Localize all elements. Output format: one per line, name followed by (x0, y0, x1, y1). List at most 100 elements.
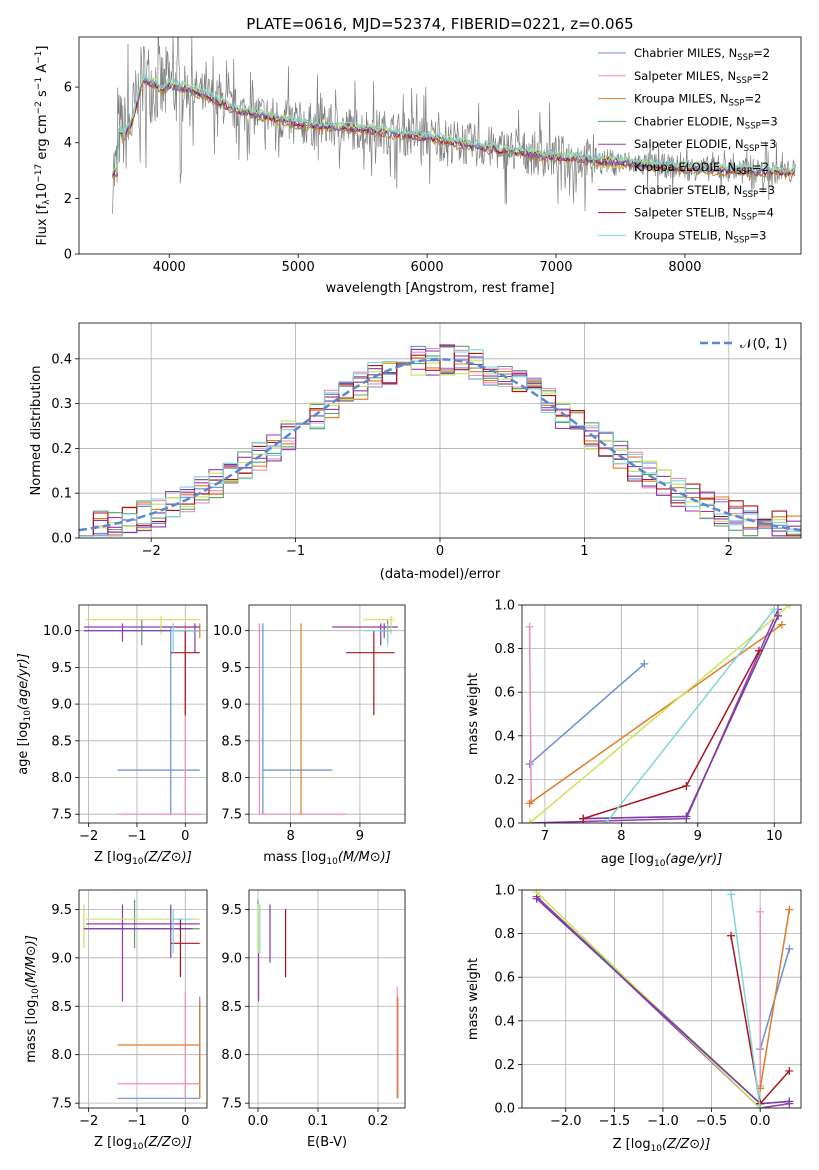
model-krou_stelib (112, 72, 796, 173)
x-axis-label: age [log10(age/yr)] (601, 852, 723, 869)
x-tick-label: 8000 (668, 260, 701, 275)
y-axis-label: mass weight (466, 958, 481, 1040)
axes-frame (78, 889, 208, 1109)
y-tick-label: 0 (64, 248, 72, 263)
normal-curve (79, 358, 801, 532)
x-axis-label: (data-model)/error (380, 567, 501, 582)
chart-weight_vs_Z: −2.0 −1.5 −1.0 −0.5 0.0 0.0 0.2 0.4 0.6 0.8 1.0 Z [… (466, 884, 802, 1154)
legend-label: Salpeter STELIB, NSSP=4 (634, 206, 774, 223)
series-chab_miles (525, 659, 649, 769)
data-point (777, 620, 786, 629)
legend-label: Kroupa MILES, NSSP=2 (634, 92, 761, 109)
errorbar-chab_miles (117, 627, 200, 815)
x-tick-label: −1.5 (599, 1114, 631, 1129)
y-tick-label: 0.0 (494, 1102, 515, 1117)
data-point (770, 605, 779, 614)
legend-item: Chabrier STELIB, NSSP=3 (598, 183, 775, 200)
errorbar-krou_elodie (83, 904, 200, 949)
errorbar-salp_stelib (346, 630, 395, 716)
errorbar-chab_elodie (83, 619, 200, 646)
y-tick-label: 9.5 (51, 661, 72, 676)
x-tick-label: −1 (127, 1114, 146, 1129)
y-axis-label: mass [log10(M/M⊙)] (24, 935, 41, 1063)
legend-item: Kroupa ELODIE, NSSP=2 (598, 160, 769, 177)
chart-mass_vs_Z: −2 −1 0 7.5 8.0 8.5 9.0 9.5 Z [log10(Z/Z⊙)] mass … (24, 889, 208, 1152)
x-tick-label: 6000 (411, 260, 444, 275)
y-tick-label: 1.0 (494, 884, 515, 899)
legend-label: 𝒩(0, 1) (740, 337, 787, 352)
x-tick-label: −2 (79, 1114, 98, 1129)
axes-frame (78, 322, 802, 539)
y-tick-label: 9.0 (51, 698, 72, 713)
y-tick-label: 0.4 (494, 1014, 515, 1029)
y-axis-label: Normed distribution (29, 366, 44, 496)
x-tick-label: 9 (694, 829, 702, 844)
data-point (785, 1066, 794, 1075)
axes-frame (78, 604, 208, 824)
series-line (529, 623, 783, 805)
chart-residuals: −2 −1 0 1 2 0.0 0.1 0.2 0.3 0.4 (data-model)/error… (29, 322, 802, 582)
chart-spectrum: 4000 5000 6000 7000 8000 0 2 4 6 wavelength [Angs… (34, 36, 802, 296)
data-point (525, 760, 534, 769)
errorbar-salp_elodie (83, 623, 200, 642)
y-tick-label: 0.0 (494, 817, 515, 832)
y-tick-label: 8.5 (51, 734, 72, 749)
y-tick-label: 8.0 (221, 1048, 242, 1063)
y-tick-label: 4 (64, 136, 72, 151)
data-point (682, 812, 691, 821)
series-line (529, 605, 790, 823)
y-tick-label: 9.0 (221, 698, 242, 713)
x-tick-label: 0.0 (750, 1114, 771, 1129)
plot-area (83, 616, 201, 815)
axes-frame (521, 604, 802, 824)
x-tick-label: 4000 (153, 260, 186, 275)
errorbar-salp_miles (117, 623, 200, 815)
legend-item: Kroupa MILES, NSSP=2 (598, 92, 761, 109)
data-point (756, 907, 765, 916)
y-tick-label: 0.1 (51, 487, 72, 502)
series-krou_elodie (532, 890, 765, 1108)
x-tick-label: 0 (436, 544, 444, 559)
x-tick-label: 0 (181, 1114, 189, 1129)
data-point (525, 622, 534, 631)
errorbar-salp_stelib (170, 630, 200, 716)
x-tick-label: 1 (580, 544, 588, 559)
axes-frame (248, 889, 406, 1109)
legend-item: Chabrier MILES, NSSP=2 (598, 46, 770, 63)
legend: 𝒩(0, 1) (700, 337, 787, 352)
errorbar-salp_stelib (170, 919, 200, 978)
y-tick-label: 0.2 (494, 773, 515, 788)
data-point (682, 781, 691, 790)
data-point (785, 1097, 794, 1106)
series-line (536, 891, 761, 1108)
errorbar-krou_miles (117, 1001, 201, 1099)
axes-frame (521, 889, 802, 1109)
y-tick-label: 6 (64, 81, 72, 96)
y-tick-label: 0.4 (51, 352, 72, 367)
data-point (532, 894, 541, 903)
y-tick-label: 7.5 (51, 808, 72, 823)
data-point (727, 931, 736, 940)
data-point (785, 905, 794, 914)
data-point (774, 611, 783, 620)
x-tick-label: 8 (617, 829, 625, 844)
data-point (756, 1104, 765, 1108)
y-tick-label: 9.5 (221, 661, 242, 676)
x-tick-label: 0.1 (308, 1114, 329, 1129)
plot-area (79, 344, 801, 537)
x-axis-label: Z [log10(Z/Z⊙)] (94, 1135, 192, 1152)
y-tick-label: 10.0 (43, 624, 72, 639)
y-tick-label: 1.0 (494, 599, 515, 614)
y-tick-label: 0.2 (51, 442, 72, 457)
plot-area (257, 899, 399, 1099)
axes-frame (248, 604, 406, 824)
data-point (785, 944, 794, 953)
x-tick-label: −1 (127, 829, 146, 844)
plot-area (83, 899, 201, 1099)
series-line (759, 909, 791, 1089)
plot-area (525, 605, 794, 823)
chart-weight_vs_age: 7 8 9 10 0.0 0.2 0.4 0.6 0.8 1.0 age [log10(age/yr… (466, 599, 802, 869)
legend-label: Chabrier MILES, NSSP=2 (634, 46, 770, 63)
